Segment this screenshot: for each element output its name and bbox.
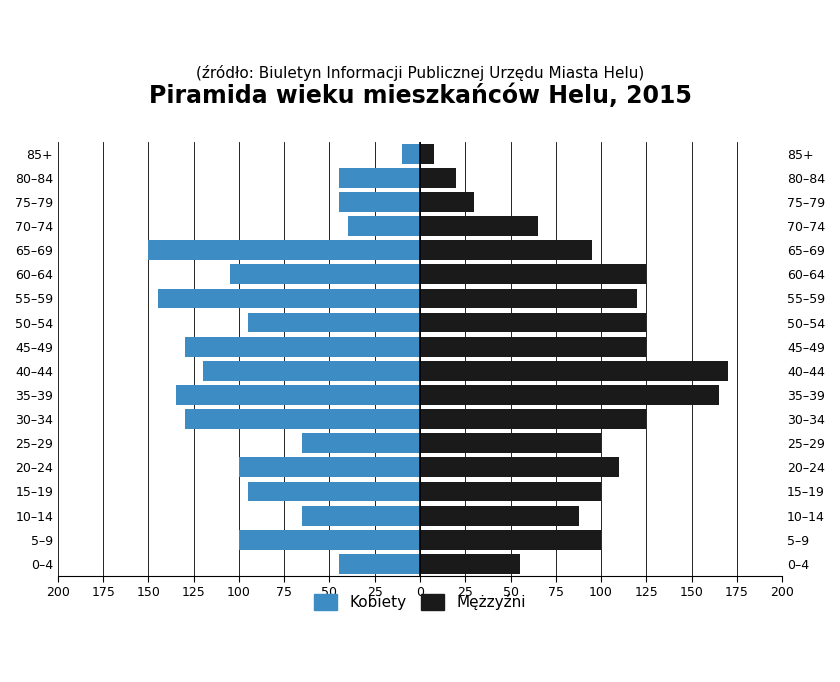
- Bar: [149, 240, 420, 260]
- Bar: [420, 192, 475, 212]
- Bar: [302, 433, 420, 453]
- Title: Piramida wieku mieszkańców Helu, 2015: Piramida wieku mieszkańców Helu, 2015: [149, 83, 691, 108]
- Bar: [420, 265, 646, 284]
- Bar: [402, 144, 420, 164]
- Bar: [420, 433, 601, 453]
- Bar: [339, 168, 420, 188]
- Bar: [420, 481, 601, 501]
- Bar: [239, 458, 420, 477]
- Bar: [339, 554, 420, 574]
- Bar: [248, 481, 420, 501]
- Bar: [420, 288, 638, 308]
- Bar: [420, 240, 592, 260]
- Bar: [420, 144, 434, 164]
- Legend: Kobiety, Mężzyźni: Kobiety, Mężzyźni: [307, 588, 533, 616]
- Bar: [202, 361, 420, 381]
- Bar: [420, 409, 646, 429]
- Bar: [420, 385, 719, 405]
- Bar: [248, 312, 420, 332]
- Bar: [420, 554, 520, 574]
- Bar: [348, 216, 420, 236]
- Bar: [185, 409, 420, 429]
- Bar: [230, 265, 420, 284]
- Bar: [420, 168, 456, 188]
- Bar: [420, 312, 646, 332]
- Bar: [302, 506, 420, 526]
- Bar: [420, 361, 727, 381]
- Bar: [420, 506, 580, 526]
- Bar: [339, 192, 420, 212]
- Bar: [420, 337, 646, 357]
- Text: (źródło: Biuletyn Informacji Publicznej Urzędu Miasta Helu): (źródło: Biuletyn Informacji Publicznej …: [196, 65, 644, 80]
- Bar: [420, 216, 538, 236]
- Bar: [420, 458, 619, 477]
- Bar: [420, 530, 601, 550]
- Bar: [239, 530, 420, 550]
- Bar: [176, 385, 420, 405]
- Bar: [185, 337, 420, 357]
- Bar: [158, 288, 420, 308]
